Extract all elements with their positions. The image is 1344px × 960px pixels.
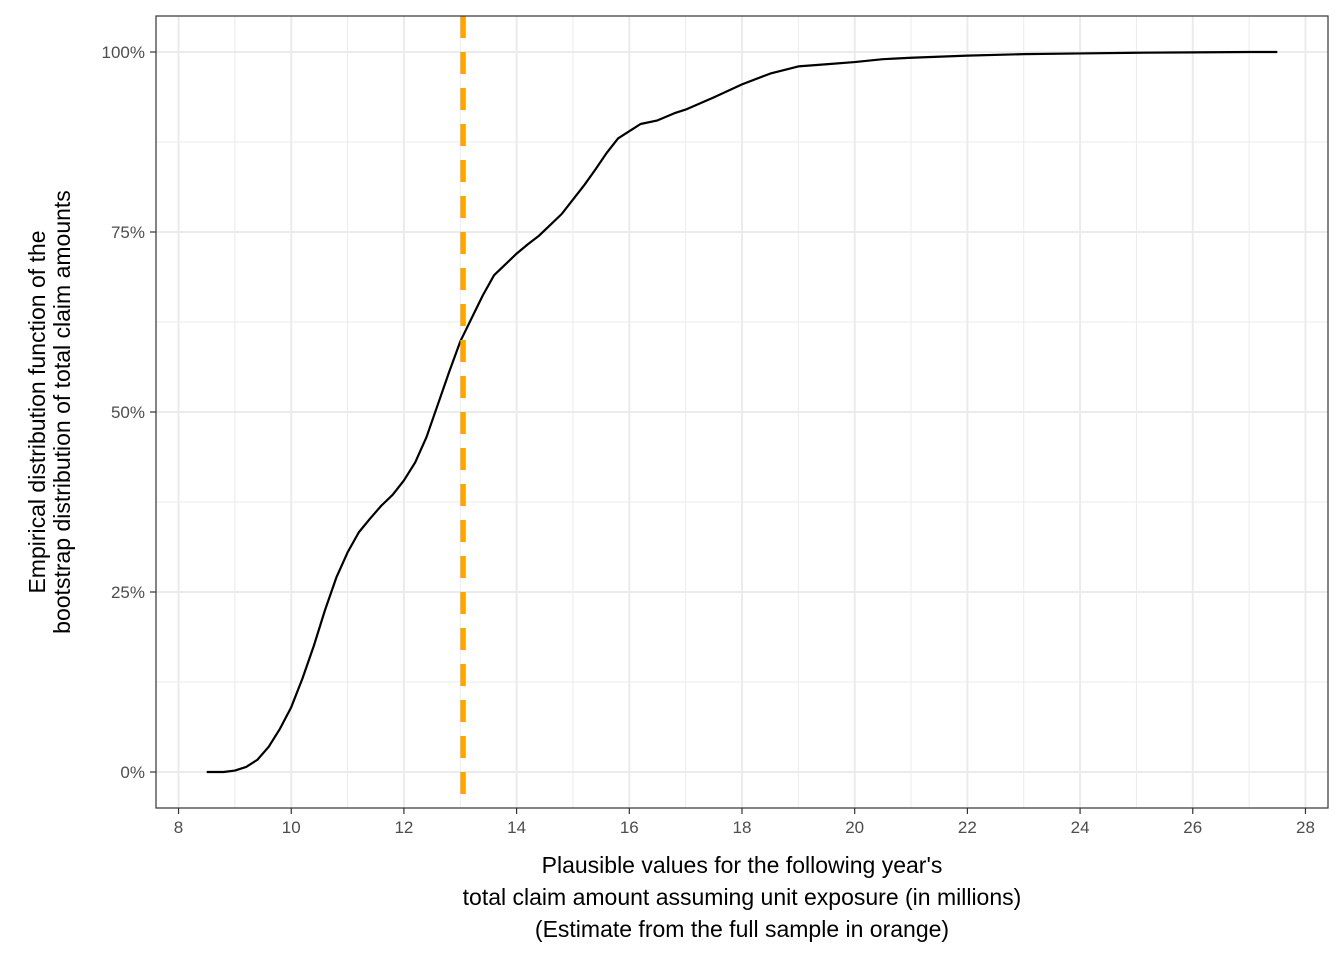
x-tick-label: 22 <box>958 818 977 837</box>
x-axis-title-line-1: Plausible values for the following year'… <box>542 852 943 878</box>
x-tick-label: 12 <box>394 818 413 837</box>
x-axis-title-line-3: (Estimate from the full sample in orange… <box>535 916 949 942</box>
x-axis-title-line-2: total claim amount assuming unit exposur… <box>463 884 1022 910</box>
y-tick-label: 50% <box>111 403 145 422</box>
x-tick-label: 20 <box>845 818 864 837</box>
y-tick-label: 100% <box>102 43 145 62</box>
y-tick-label: 0% <box>120 763 145 782</box>
y-axis-title-line-1: Empirical distribution function of the <box>24 230 50 593</box>
x-tick-label: 16 <box>620 818 639 837</box>
y-tick-label: 75% <box>111 223 145 242</box>
x-tick-label: 18 <box>733 818 752 837</box>
x-tick-label: 24 <box>1071 818 1090 837</box>
x-axis: 8 10 12 14 16 18 20 22 24 26 28 <box>174 808 1315 837</box>
x-tick-label: 14 <box>507 818 526 837</box>
x-tick-label: 8 <box>174 818 183 837</box>
series-layer <box>206 50 1278 774</box>
major-gridlines <box>156 16 1328 808</box>
x-tick-label: 28 <box>1296 818 1315 837</box>
x-tick-label: 26 <box>1183 818 1202 837</box>
y-axis: 0% 25% 50% 75% 100% <box>102 43 156 782</box>
y-tick-label: 25% <box>111 583 145 602</box>
y-axis-title-line-2: bootstrap distribution of total claim am… <box>49 190 75 634</box>
x-tick-label: 10 <box>282 818 301 837</box>
ecdf-line <box>206 50 1278 774</box>
